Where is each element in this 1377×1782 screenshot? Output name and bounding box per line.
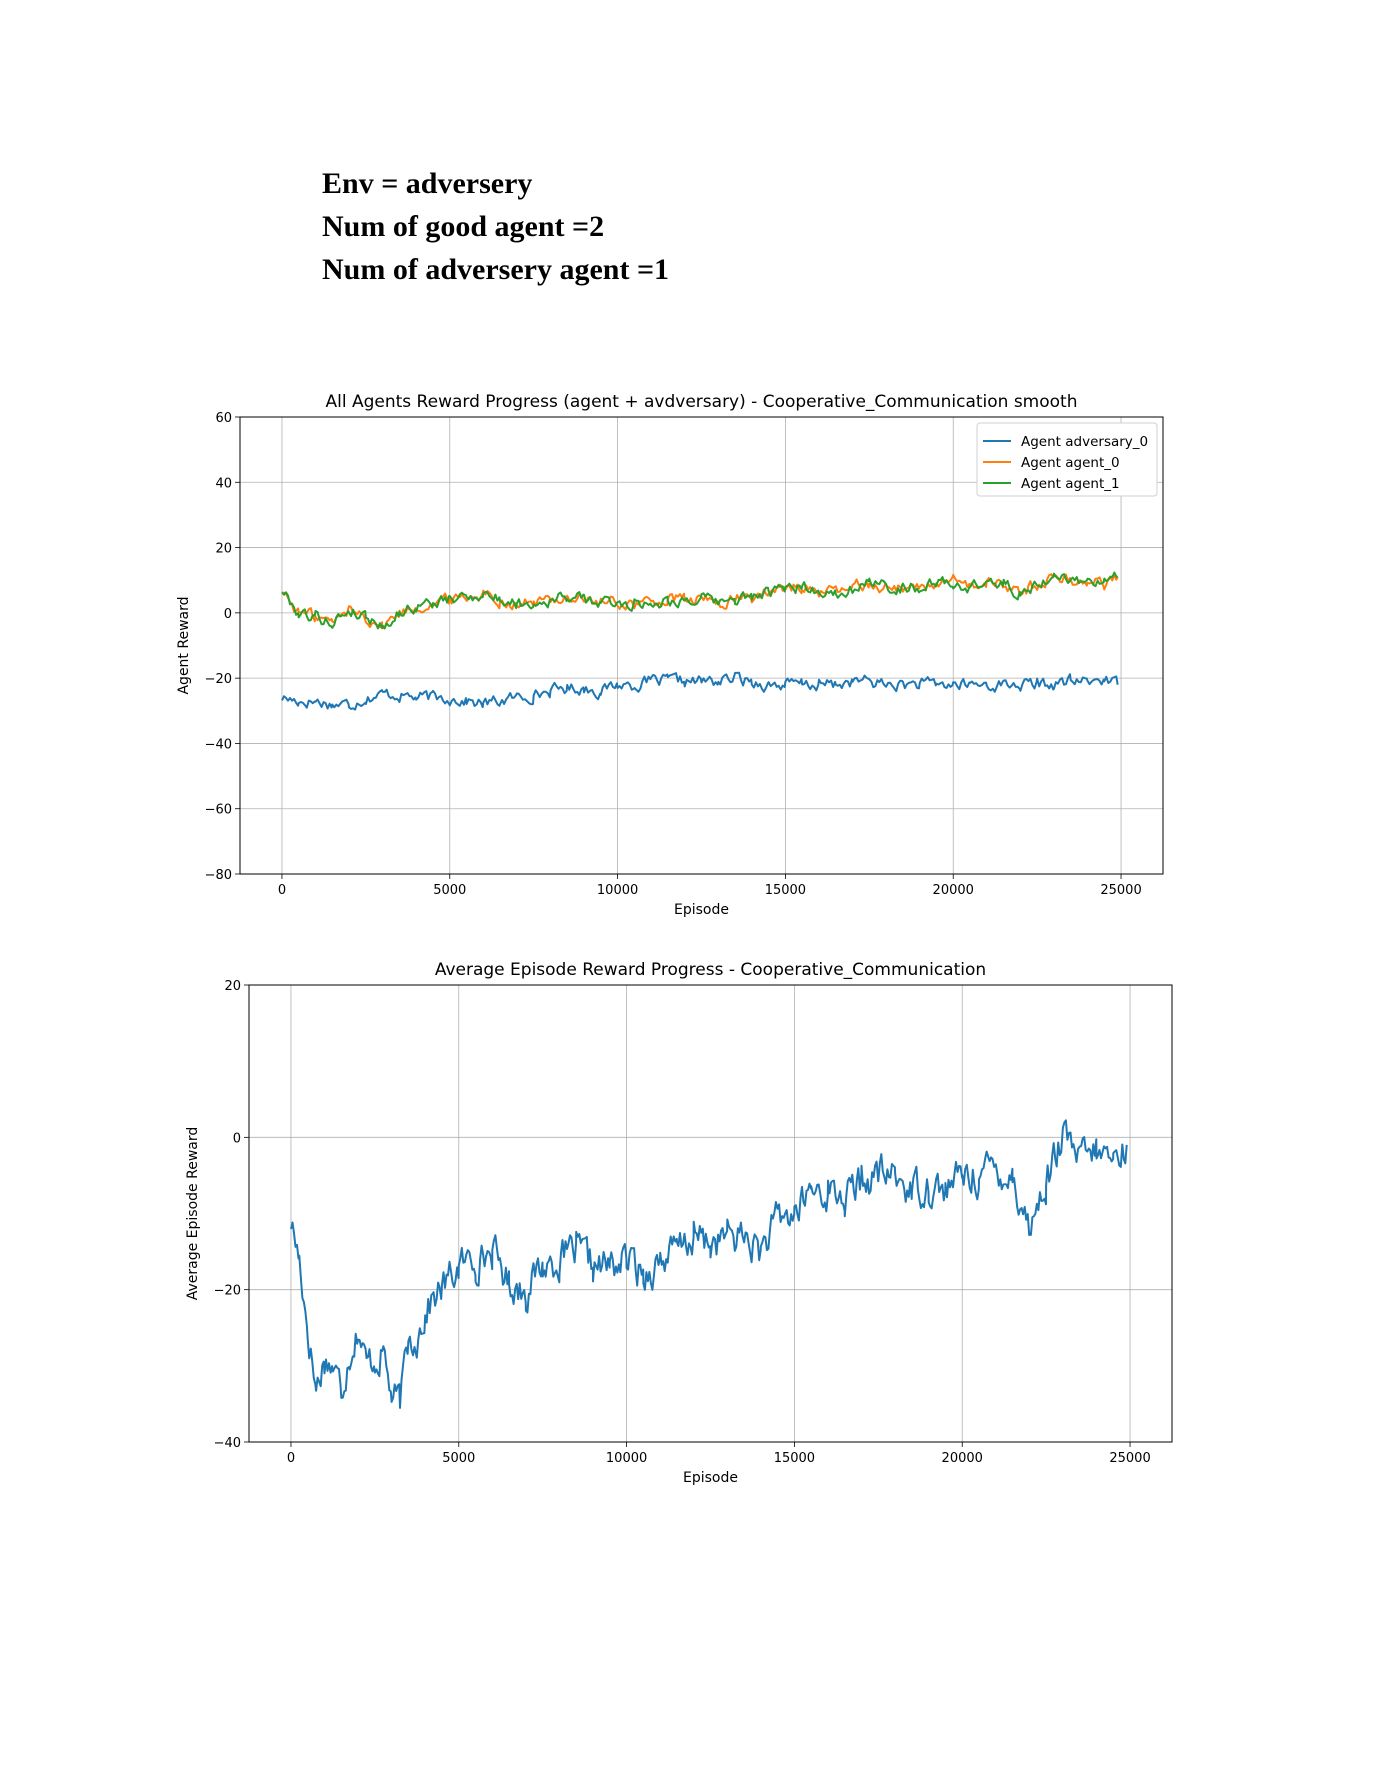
plot-frame [239, 416, 1164, 875]
y-tick-label: 40 [215, 476, 232, 491]
x-tick-label: 5000 [442, 1451, 475, 1466]
x-axis-label: Episode [683, 1470, 738, 1486]
chart-title: All Agents Reward Progress (agent + avdv… [326, 392, 1078, 412]
series-line [281, 671, 1119, 711]
y-tick-label: −40 [205, 737, 232, 752]
x-axis-label: Episode [674, 902, 729, 918]
series-line [281, 571, 1119, 630]
x-tick-label: 25000 [1109, 1451, 1150, 1466]
legend-label: Agent adversary_0 [1021, 434, 1148, 450]
x-tick-label: 10000 [606, 1451, 647, 1466]
legend-box [976, 422, 1158, 497]
average-reward-chart: Average Episode Reward Progress - Cooper… [185, 960, 1173, 1486]
chart-title: Average Episode Reward Progress - Cooper… [435, 960, 986, 980]
series-line [290, 1119, 1128, 1409]
env-line: Env = adversery [322, 167, 533, 200]
x-tick-label: 15000 [765, 883, 806, 898]
x-tick-label: 25000 [1100, 883, 1141, 898]
x-tick-label: 0 [287, 1451, 295, 1466]
y-tick-label: −20 [214, 1284, 241, 1299]
x-tick-label: 20000 [933, 883, 974, 898]
y-axis-label: Average Episode Reward [185, 1127, 201, 1301]
y-tick-label: −20 [205, 672, 232, 687]
y-tick-label: −60 [205, 803, 232, 818]
y-tick-label: 20 [215, 542, 232, 557]
y-tick-label: −40 [214, 1436, 241, 1451]
x-tick-label: 0 [278, 883, 286, 898]
x-tick-label: 10000 [597, 883, 638, 898]
legend-label: Agent agent_1 [1021, 476, 1120, 492]
y-tick-label: −80 [205, 868, 232, 883]
y-tick-label: 0 [224, 607, 232, 622]
legend-label: Agent agent_0 [1021, 455, 1120, 471]
y-tick-label: 20 [224, 979, 241, 994]
y-tick-label: 60 [215, 411, 232, 426]
y-tick-label: 0 [233, 1131, 241, 1146]
agent-reward-chart: All Agents Reward Progress (agent + avdv… [176, 392, 1164, 918]
good-agent-line: Num of good agent =2 [322, 210, 605, 243]
x-tick-label: 5000 [433, 883, 466, 898]
y-axis-label: Agent Reward [176, 596, 192, 694]
x-tick-label: 20000 [942, 1451, 983, 1466]
x-tick-label: 15000 [774, 1451, 815, 1466]
adversary-agent-line: Num of adversery agent =1 [322, 253, 670, 286]
header-text: Env = adversery Num of good agent =2 Num… [322, 162, 669, 291]
plot-frame [248, 984, 1173, 1443]
